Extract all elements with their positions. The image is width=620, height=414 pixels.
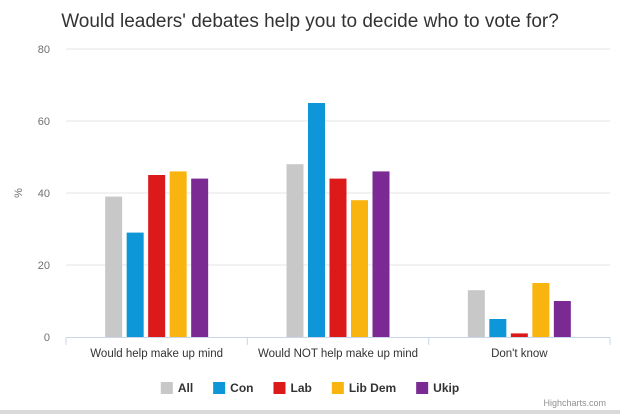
bar[interactable]: [351, 200, 368, 337]
x-tick-label: Don't know: [491, 348, 548, 360]
y-tick-label: 80: [38, 44, 50, 56]
bar[interactable]: [489, 319, 507, 337]
legend-item[interactable]: Lab: [273, 381, 312, 395]
bar[interactable]: [329, 178, 347, 337]
legend-swatch: [416, 382, 429, 394]
legend-label: Ukip: [433, 381, 459, 395]
credit-text[interactable]: Highcharts.com: [543, 398, 606, 408]
bar[interactable]: [308, 103, 325, 337]
legend: All Con Lab Lib Dem Ukip: [160, 381, 459, 395]
y-axis-title: %: [13, 188, 25, 198]
bar[interactable]: [532, 283, 550, 337]
legend-item[interactable]: Lib Dem: [331, 381, 396, 395]
bar[interactable]: [169, 171, 187, 337]
plot-area: [105, 103, 571, 337]
legend-label: All: [178, 381, 193, 395]
y-tick-label: 60: [38, 116, 50, 128]
legend-label: Lab: [290, 381, 311, 395]
bar[interactable]: [553, 301, 571, 337]
bottom-rule: [0, 410, 620, 414]
legend-swatch: [331, 382, 344, 394]
legend-label: Lib Dem: [349, 381, 396, 395]
bar[interactable]: [148, 175, 166, 337]
legend-swatch: [273, 382, 286, 394]
y-axis: 0 20 40 60 80: [38, 44, 50, 344]
bar[interactable]: [286, 164, 304, 337]
x-axis: Would help make up mind Would NOT help ma…: [65, 337, 611, 360]
legend-item[interactable]: Ukip: [416, 381, 459, 395]
legend-item[interactable]: All: [160, 381, 193, 395]
chart-title: Would leaders' debates help you to decid…: [61, 11, 559, 32]
x-tick-label: Would NOT help make up mind: [258, 348, 418, 360]
bar[interactable]: [126, 232, 144, 337]
y-tick-label: 0: [44, 332, 50, 344]
bar[interactable]: [105, 196, 123, 337]
bar[interactable]: [510, 333, 528, 337]
legend-swatch: [160, 382, 173, 394]
x-tick-label: Would help make up mind: [90, 348, 223, 360]
legend-item[interactable]: Con: [213, 381, 253, 395]
y-tick-label: 20: [38, 260, 50, 272]
bar[interactable]: [191, 178, 209, 337]
bar[interactable]: [372, 171, 390, 337]
legend-label: Con: [230, 381, 253, 395]
bar[interactable]: [467, 290, 485, 337]
legend-swatch: [213, 382, 226, 394]
y-tick-label: 40: [38, 188, 50, 200]
